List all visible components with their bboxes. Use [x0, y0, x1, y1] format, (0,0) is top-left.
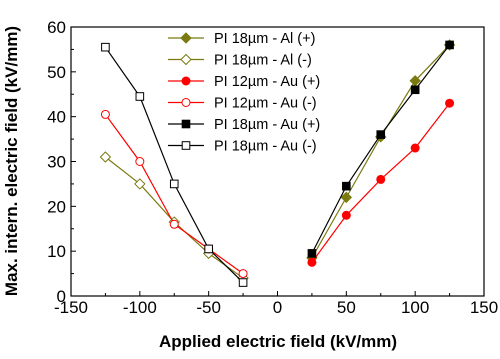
data-point [445, 40, 454, 50]
y-tick-label: 60 [47, 18, 66, 37]
legend-marker [180, 53, 192, 66]
x-tick-label: 150 [470, 298, 498, 317]
x-axis-title: Applied electric field (kV/mm) [159, 332, 397, 351]
y-tick-label: 0 [57, 287, 66, 306]
legend-label: PI 12µm - Au (+) [214, 74, 320, 90]
legend: PI 18µm - Al (+) PI 18µm - Al (-) PI 12µm … [168, 31, 320, 155]
data-point [100, 109, 110, 119]
legend-entry: PI 18µm - Au (+) [168, 117, 320, 133]
legend-label: PI 18µm - Al (-) [214, 53, 312, 69]
legend-entry: PI 12µm - Au (+) [168, 74, 320, 90]
data-point [307, 249, 317, 258]
legend-marker [180, 32, 192, 44]
data-point [169, 179, 179, 189]
data-point [307, 257, 317, 267]
data-point [134, 178, 146, 190]
y-tick-label: 20 [47, 197, 66, 216]
data-point [238, 269, 248, 279]
data-point [410, 85, 420, 95]
y-tick-label: 10 [47, 242, 66, 261]
series-5 [307, 40, 454, 258]
data-point [340, 191, 353, 204]
data-point [99, 151, 112, 163]
y-tick-label: 30 [47, 153, 66, 172]
legend-marker [181, 98, 191, 107]
legend-label: PI 18µm - Au (+) [214, 117, 320, 133]
series-3 [307, 98, 455, 267]
data-point [445, 98, 455, 108]
series-2 [99, 151, 249, 284]
data-point [135, 157, 145, 166]
y-axis-title: Max. intern. electric field (kV/mm) [2, 26, 21, 296]
legend-entry: PI 18µm - Au (-) [168, 139, 317, 155]
legend-entry: PI 12µm - Au (-) [168, 96, 317, 112]
y-tick-label: 50 [47, 63, 66, 82]
legend-label: PI 18µm - Au (-) [214, 139, 317, 155]
series-line [311, 44, 451, 259]
series-4 [100, 109, 248, 279]
x-tick-label: 50 [337, 298, 356, 317]
data-point [342, 181, 351, 191]
legend-marker [181, 76, 191, 86]
data-point [238, 278, 248, 287]
x-tick-label: -150 [54, 298, 88, 317]
legend-label: PI 12µm - Au (-) [214, 96, 317, 112]
axes: -150 -100 -50 0 50 100 150 0 10 20 30 40 50 60 [47, 18, 498, 317]
data-point [376, 130, 386, 139]
series-1 [306, 39, 456, 264]
series-layer [99, 39, 456, 287]
x-tick-label: -50 [196, 298, 221, 317]
data-point [376, 174, 386, 184]
data-point [341, 210, 351, 220]
x-tick-label: 0 [273, 298, 282, 317]
data-point [135, 92, 145, 101]
legend-entry: PI 18µm - Al (-) [168, 53, 312, 69]
series-6 [101, 42, 248, 287]
legend-entry: PI 18µm - Al (+) [168, 31, 315, 47]
x-tick-label: -100 [123, 298, 157, 317]
x-tick-label: 100 [401, 298, 429, 317]
legend-label: PI 18µm - Al (+) [214, 31, 315, 47]
legend-marker [181, 141, 191, 150]
data-point [169, 219, 179, 229]
y-tick-label: 40 [47, 108, 66, 127]
data-point [101, 42, 110, 52]
data-point [410, 143, 420, 153]
legend-marker [181, 119, 191, 129]
data-point [204, 244, 213, 254]
